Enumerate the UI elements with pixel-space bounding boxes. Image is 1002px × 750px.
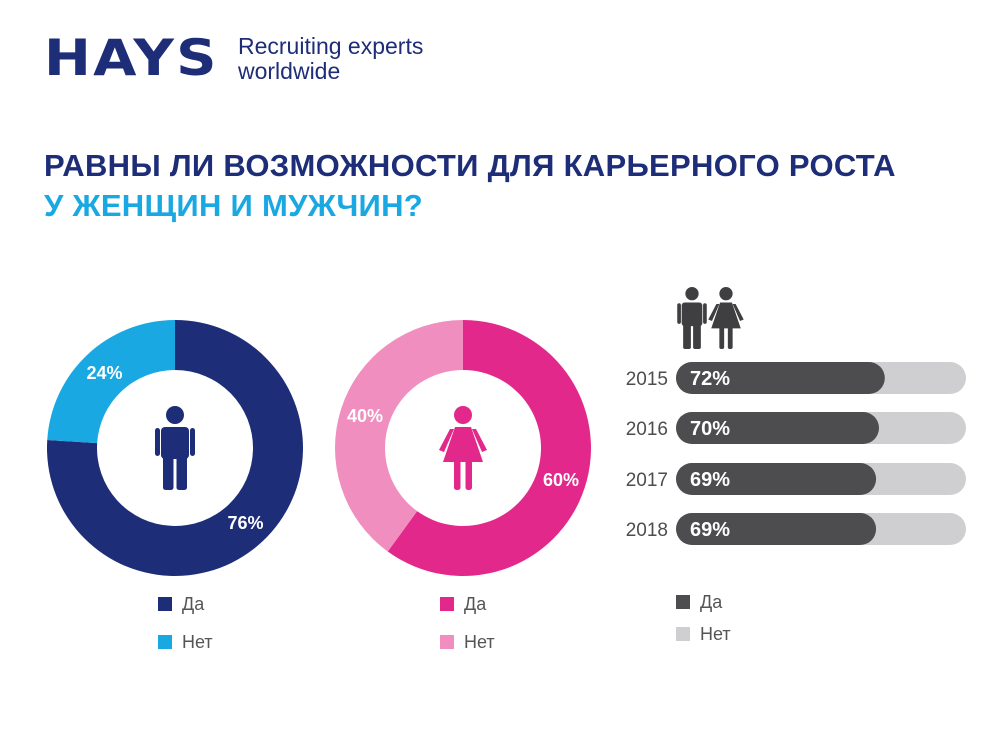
legend-label: Да [700,592,723,612]
donut-slice [387,320,591,576]
bar-category-label: 2016 [626,419,668,440]
male-icon [155,406,195,490]
legend-label: Да [464,594,487,614]
donut-slice [46,320,303,576]
donut-data-label: 40% [347,406,383,426]
donut-slice [334,320,463,552]
donut-slice [47,320,175,444]
donut-data-label: 60% [543,470,579,490]
bar-category-label: 2017 [626,470,668,491]
legend-men-yes: Да [158,594,204,614]
bar [676,362,885,394]
page-title-line-2: У ЖЕНЩИН И МУЖЧИН? [44,188,424,223]
legend-swatch [440,597,454,611]
bar [676,513,877,545]
legend-swatch [440,635,454,649]
bar-category-label: 2015 [626,369,668,390]
legend-label: Нет [464,632,495,652]
bar-data-label: 69% [690,469,730,491]
page-title-line-1: РАВНЫ ЛИ ВОЗМОЖНОСТИ ДЛЯ КАРЬЕРНОГО РОСТ… [44,148,896,183]
legend-bars-no: Нет [676,624,731,644]
bar [676,463,877,495]
logo-tagline-line-2: worldwide [238,58,341,84]
bar-data-label: 70% [690,418,730,440]
donut-chart-men: 76% 24% [46,320,303,576]
logo-tagline-line-1: Recruiting experts [238,33,424,59]
bar-data-label: 69% [690,519,730,541]
bar [676,412,879,444]
legend-label: Нет [182,632,213,652]
female-icon [439,406,487,490]
legend-label: Да [182,594,205,614]
legend-swatch [158,597,172,611]
bar-data-label: 72% [690,368,730,390]
donut-chart-women: 60% 40% [334,320,591,576]
male-icon [677,287,707,349]
legend-swatch [676,627,690,641]
bar-chart-icons [677,287,744,349]
logo-tagline: Recruiting experts worldwide [238,34,423,84]
bar-category-label: 2018 [626,520,668,541]
legend-women-no: Нет [440,632,495,652]
legend-swatch [158,635,172,649]
legend-men-no: Нет [158,632,213,652]
legend-swatch [676,595,690,609]
legend-label: Нет [700,624,731,644]
bar-chart-years: 2015 72% 2016 70% 2017 69% 2018 69% [626,362,966,545]
legend-bars-yes: Да [676,592,722,612]
donut-data-label: 76% [227,513,263,533]
legend-women-yes: Да [440,594,486,614]
female-icon [708,287,744,349]
logo-wordmark: HAYS [44,29,219,87]
donut-data-label: 24% [86,363,122,383]
